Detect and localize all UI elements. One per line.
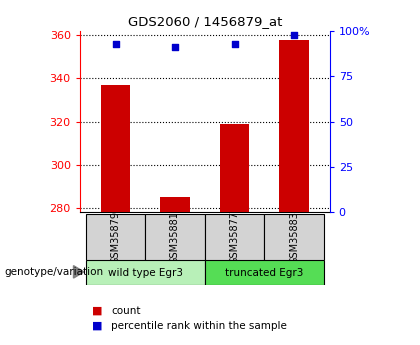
Bar <box>205 214 264 260</box>
Text: ■: ■ <box>92 306 103 315</box>
Text: genotype/variation: genotype/variation <box>4 267 103 277</box>
Bar <box>279 40 309 212</box>
Point <box>112 41 119 47</box>
Text: percentile rank within the sample: percentile rank within the sample <box>111 321 287 331</box>
Point <box>231 41 238 47</box>
Bar <box>220 124 249 212</box>
Bar <box>205 260 324 285</box>
Text: GSM35881: GSM35881 <box>170 211 180 264</box>
Bar <box>160 197 190 212</box>
Title: GDS2060 / 1456879_at: GDS2060 / 1456879_at <box>128 16 282 29</box>
Text: ■: ■ <box>92 321 103 331</box>
Text: count: count <box>111 306 141 315</box>
Polygon shape <box>74 266 84 278</box>
Text: wild type Egr3: wild type Egr3 <box>108 268 183 277</box>
Bar <box>145 214 205 260</box>
Text: GSM35879: GSM35879 <box>110 211 121 264</box>
Text: GSM35883: GSM35883 <box>289 211 299 264</box>
Text: GSM35877: GSM35877 <box>229 211 239 264</box>
Point <box>172 45 178 50</box>
Text: truncated Egr3: truncated Egr3 <box>225 268 303 277</box>
Bar <box>86 260 205 285</box>
Bar <box>264 214 324 260</box>
Bar <box>101 85 130 212</box>
Bar <box>86 214 145 260</box>
Point <box>291 32 297 38</box>
